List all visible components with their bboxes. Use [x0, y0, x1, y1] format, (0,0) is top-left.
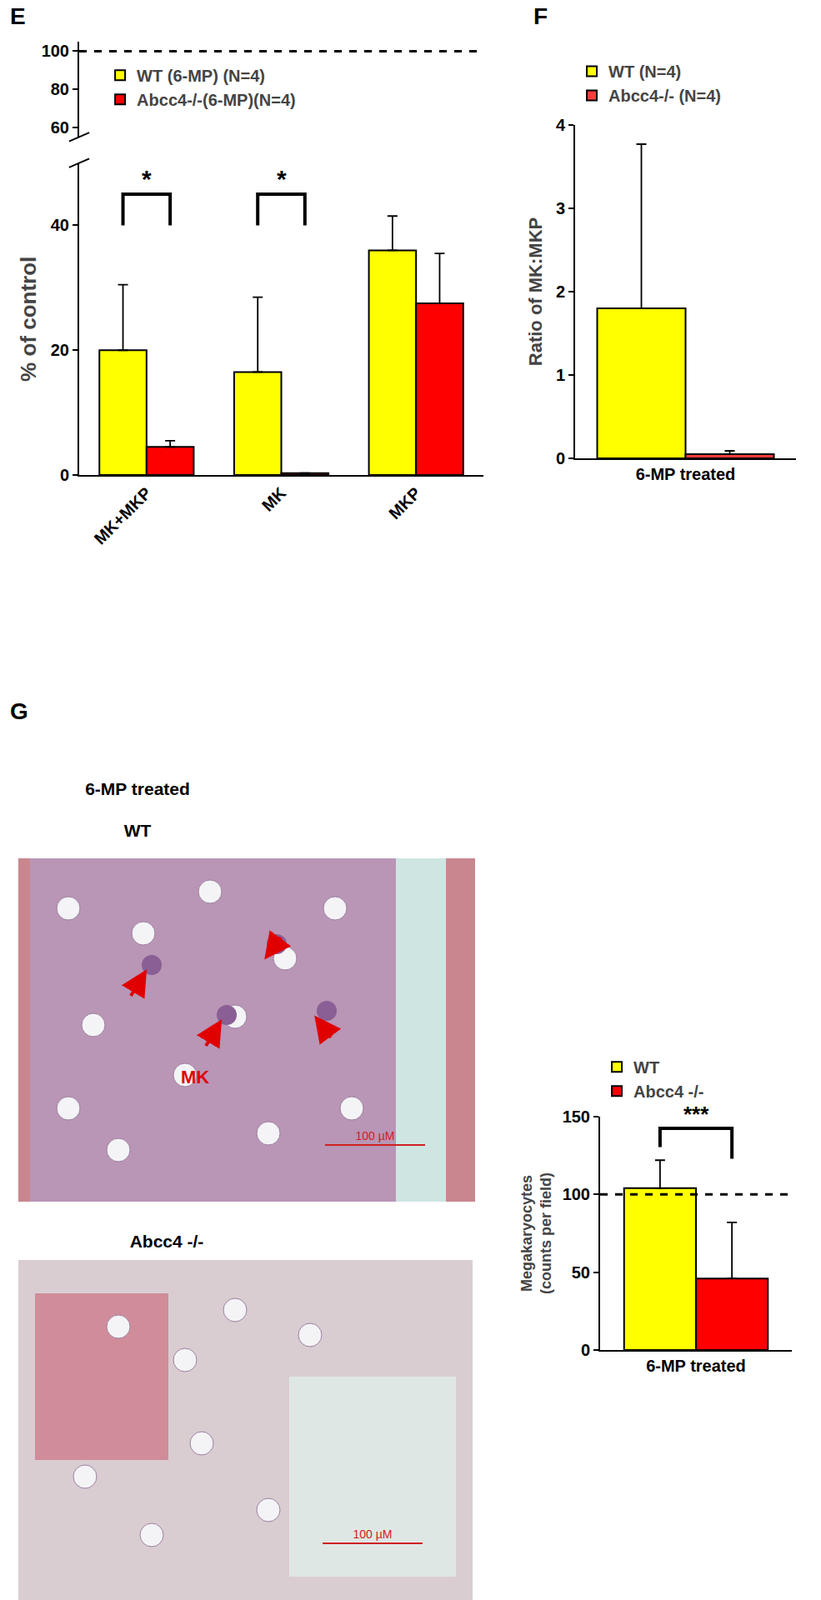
svg-text:50: 50 — [571, 1263, 591, 1282]
svg-text:100 µM: 100 µM — [355, 1129, 396, 1143]
svg-text:0: 0 — [555, 449, 566, 468]
svg-text:Abcc4-/- (N=4): Abcc4-/- (N=4) — [608, 86, 721, 106]
html-text:E: E — [10, 3, 26, 30]
svg-text:0: 0 — [60, 465, 70, 485]
svg-text:1: 1 — [555, 365, 566, 385]
svg-text:20: 20 — [50, 340, 70, 360]
svg-text:WT: WT — [633, 1058, 660, 1077]
svg-text:6-MP treated: 6-MP treated — [635, 465, 736, 484]
svg-text:WT (6-MP) (N=4): WT (6-MP) (N=4) — [136, 66, 266, 86]
svg-text:*: * — [141, 165, 152, 193]
svg-text:MKP: MKP — [385, 483, 425, 523]
svg-text:Abcc4-/-(6-MP)(N=4): Abcc4-/-(6-MP)(N=4) — [136, 90, 296, 110]
svg-text:WT (N=4): WT (N=4) — [608, 62, 681, 81]
svg-text:150: 150 — [562, 1107, 591, 1127]
svg-text:3: 3 — [555, 199, 566, 218]
svg-text:MK: MK — [180, 1066, 210, 1088]
html-text:6-MP treated: 6-MP treated — [85, 779, 190, 799]
svg-text:MK+MKP: MK+MKP — [90, 483, 155, 548]
svg-text:MK: MK — [258, 483, 291, 516]
svg-text:100 µM: 100 µM — [353, 1527, 393, 1542]
svg-text:60: 60 — [50, 118, 70, 137]
svg-text:Ratio of MK:MKP: Ratio of MK:MKP — [525, 217, 546, 366]
svg-text:Megakaryocytes(counts per fiel: Megakaryocytes(counts per field) — [518, 1172, 555, 1295]
svg-text:4: 4 — [555, 115, 566, 135]
svg-text:2: 2 — [555, 282, 566, 301]
html-text:WT: WT — [123, 821, 152, 841]
html-text:Abcc4 -/-: Abcc4 -/- — [129, 1231, 204, 1252]
svg-text:40: 40 — [50, 215, 70, 235]
html-text:F: F — [533, 3, 548, 30]
svg-text:Abcc4 -/-: Abcc4 -/- — [633, 1082, 704, 1102]
svg-text:80: 80 — [50, 80, 70, 99]
html-text:G: G — [10, 698, 29, 725]
svg-text:***: *** — [683, 1101, 710, 1127]
svg-text:6-MP treated: 6-MP treated — [645, 1356, 746, 1376]
svg-text:100: 100 — [41, 41, 70, 61]
svg-text:% of control: % of control — [15, 256, 41, 382]
svg-text:0: 0 — [580, 1341, 591, 1360]
svg-text:*: * — [276, 165, 287, 193]
svg-text:100: 100 — [562, 1185, 591, 1204]
